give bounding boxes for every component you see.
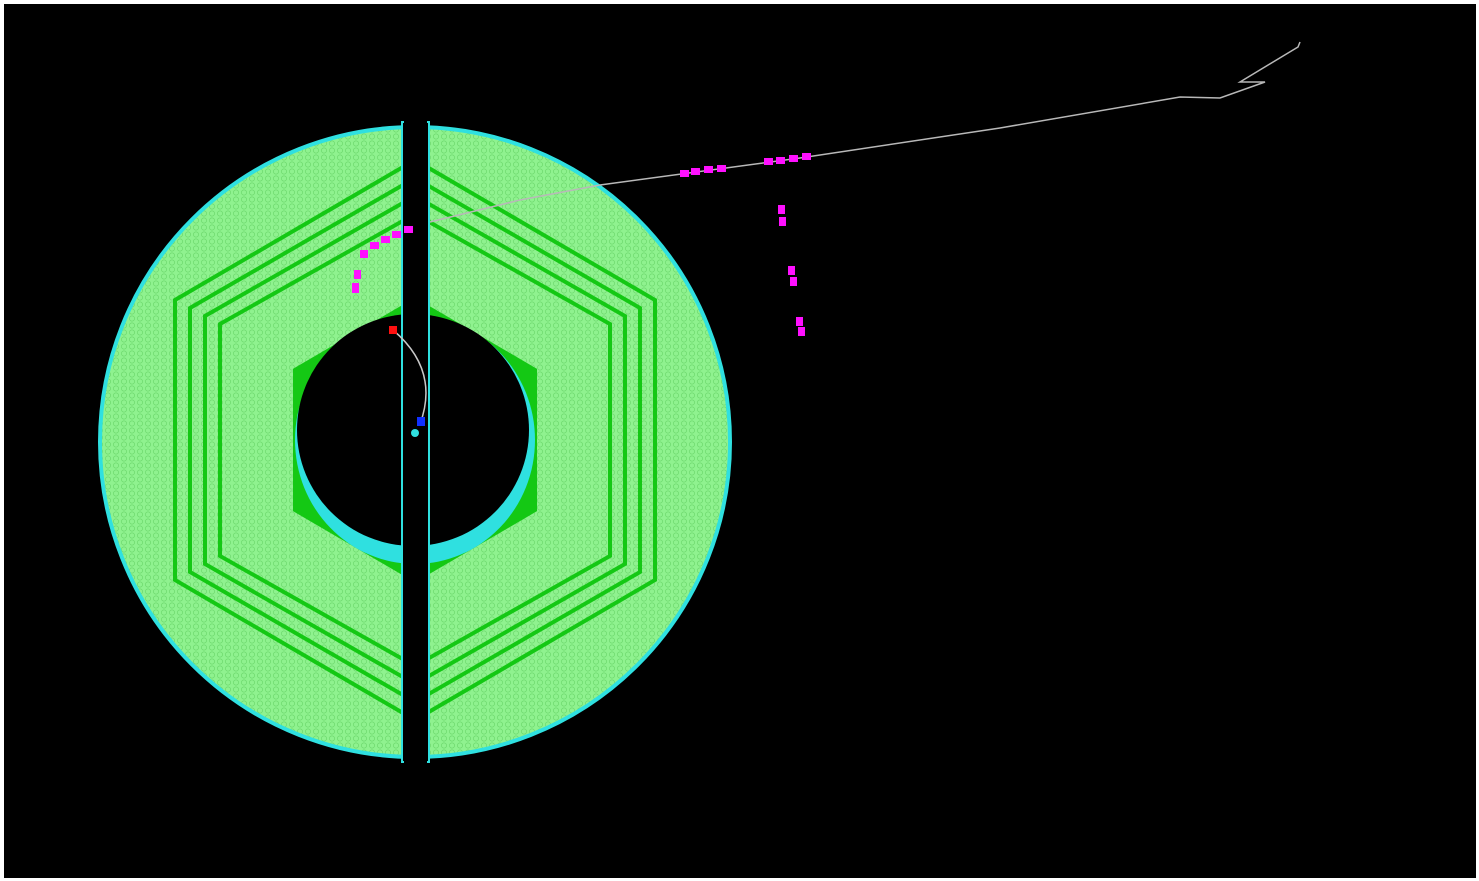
vertex-marker xyxy=(417,417,425,426)
tracks xyxy=(389,41,1301,437)
hits xyxy=(352,153,811,336)
track xyxy=(429,41,1301,223)
vertex-marker xyxy=(411,429,419,437)
gap-fill xyxy=(404,118,427,768)
detector xyxy=(98,118,732,768)
inner-track xyxy=(392,329,427,425)
vertex-marker xyxy=(389,326,397,334)
